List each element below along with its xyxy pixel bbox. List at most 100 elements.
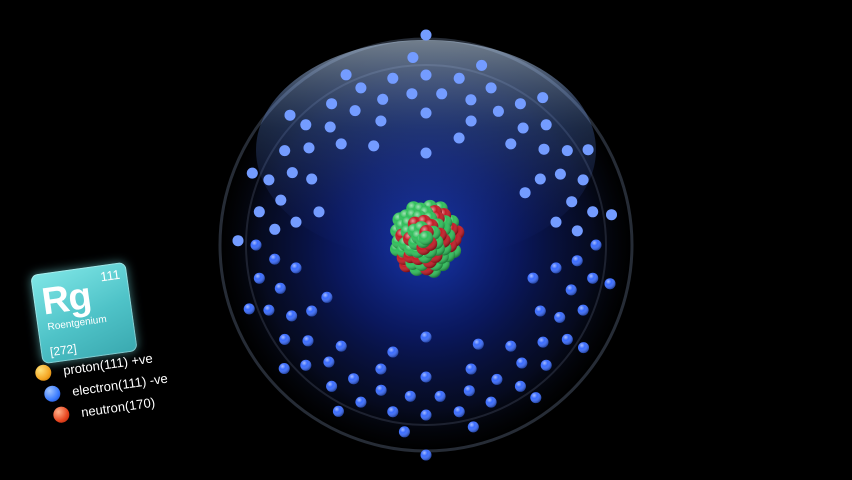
electron <box>566 196 578 208</box>
electron-highlight <box>335 340 347 352</box>
electron-highlight <box>387 406 399 418</box>
electron <box>355 82 367 94</box>
electron-highlight <box>420 147 432 159</box>
electron-highlight <box>375 363 387 375</box>
electron-highlight <box>571 255 583 267</box>
electron <box>377 93 389 105</box>
electron-highlight <box>303 142 315 154</box>
electron-highlight <box>290 262 302 274</box>
electron <box>306 173 318 185</box>
electron-highlight <box>306 173 318 185</box>
electron-highlight <box>550 216 562 228</box>
electron-highlight <box>534 305 546 317</box>
electron <box>253 206 265 218</box>
electron-highlight <box>326 98 338 110</box>
electron-highlight <box>505 138 517 150</box>
electron-highlight <box>278 363 290 374</box>
electron <box>303 142 315 154</box>
electron <box>407 52 419 63</box>
electron-highlight <box>485 396 497 408</box>
nucleon-shade <box>418 230 434 246</box>
electron-highlight <box>604 278 616 290</box>
electron-highlight <box>561 145 573 157</box>
electron-highlight <box>340 69 352 81</box>
electron-highlight <box>269 223 281 235</box>
electron <box>420 107 432 119</box>
electron <box>279 145 291 157</box>
electron-highlight <box>519 187 531 199</box>
electron-highlight <box>243 303 255 315</box>
electron-highlight <box>377 93 389 105</box>
electron-highlight <box>565 284 577 296</box>
electron <box>375 115 387 127</box>
electron <box>485 82 497 94</box>
electron-highlight <box>274 282 286 294</box>
electron <box>246 167 258 179</box>
electron-highlight <box>453 132 465 144</box>
electron <box>561 145 573 157</box>
atomic-mass: [272] <box>49 341 78 360</box>
electron-highlight <box>323 356 335 368</box>
electron-highlight <box>530 392 542 404</box>
electron-highlight <box>476 59 488 71</box>
electron-highlight <box>537 336 549 348</box>
electron <box>453 132 465 144</box>
electron <box>263 174 275 186</box>
electron-highlight <box>436 88 448 100</box>
electron-highlight <box>420 69 432 81</box>
electron <box>406 88 418 100</box>
electron <box>326 98 338 110</box>
electron-highlight <box>516 357 528 369</box>
electron-highlight <box>279 333 291 345</box>
electron-highlight <box>368 140 380 152</box>
electron-highlight <box>253 206 265 218</box>
electron <box>582 144 594 156</box>
electron-highlight <box>540 359 552 371</box>
electron-highlight <box>590 239 602 251</box>
electron-highlight <box>420 371 432 383</box>
electron-highlight <box>313 206 325 218</box>
electron-highlight <box>406 88 418 100</box>
electron-highlight <box>420 29 432 41</box>
electron-highlight <box>587 206 599 218</box>
electron-highlight <box>332 405 344 417</box>
electron <box>335 138 347 150</box>
electron-highlight <box>537 92 549 104</box>
electron <box>313 206 325 218</box>
electron <box>453 72 465 84</box>
electron <box>534 173 546 185</box>
electron-highlight <box>246 167 258 179</box>
electron-highlight <box>434 390 446 402</box>
electron <box>300 119 312 131</box>
electron <box>269 223 281 235</box>
electron-highlight <box>587 272 599 284</box>
electron-highlight <box>577 304 589 316</box>
electron-highlight <box>571 225 583 237</box>
electron <box>465 94 477 106</box>
electron-highlight <box>300 119 312 131</box>
electron <box>368 140 380 152</box>
electron-highlight <box>263 174 275 186</box>
electron-highlight <box>491 373 503 385</box>
electron-highlight <box>492 105 504 117</box>
electron-highlight <box>554 168 566 180</box>
electron-highlight <box>578 342 589 354</box>
electron-shells <box>232 29 617 461</box>
electron <box>275 194 287 206</box>
electron-highlight <box>514 98 526 110</box>
electron-highlight <box>324 121 336 133</box>
electron <box>538 143 550 155</box>
electron-highlight <box>420 409 432 421</box>
electron <box>340 69 352 81</box>
electron-highlight <box>387 72 399 84</box>
electron-highlight <box>253 272 265 284</box>
electron-highlight <box>485 82 497 94</box>
electron-highlight <box>335 138 347 150</box>
electron <box>540 119 552 131</box>
electron <box>290 216 302 228</box>
electron <box>476 59 488 71</box>
electron <box>514 98 526 110</box>
electron <box>232 235 244 247</box>
electron-highlight <box>582 144 594 156</box>
electron-highlight <box>465 115 477 127</box>
